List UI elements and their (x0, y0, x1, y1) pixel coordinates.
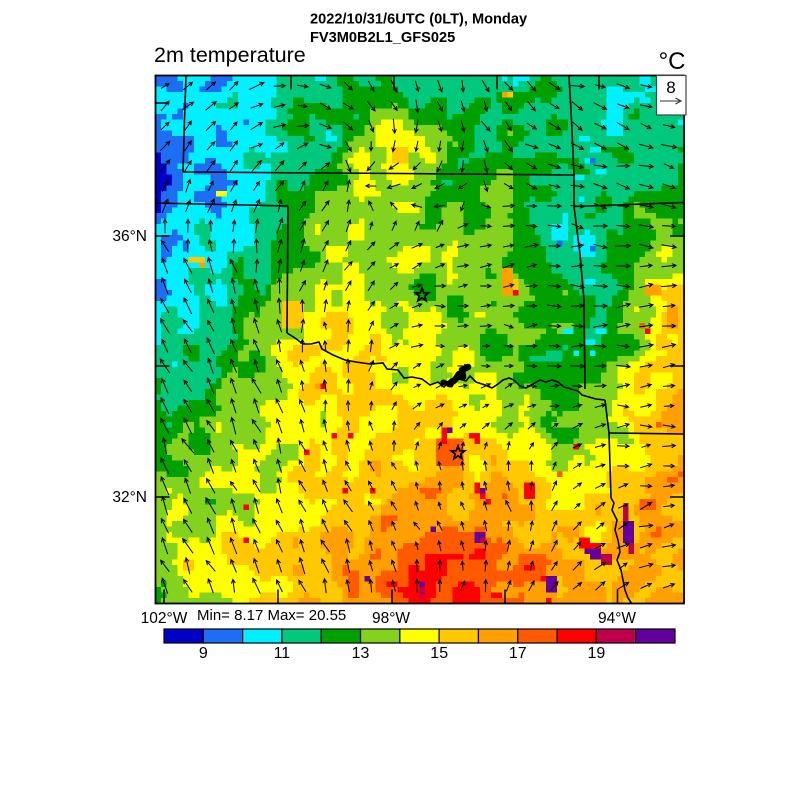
svg-text:13: 13 (352, 645, 370, 662)
svg-text:32°N: 32°N (112, 489, 147, 506)
svg-text:36°N: 36°N (112, 228, 147, 245)
svg-text:19: 19 (588, 645, 606, 662)
svg-text:Min= 8.17 Max= 20.55: Min= 8.17 Max= 20.55 (197, 607, 346, 624)
svg-text:98°W: 98°W (372, 610, 410, 627)
svg-text:11: 11 (274, 645, 291, 662)
svg-text:9: 9 (199, 645, 208, 662)
svg-text:°C: °C (659, 48, 686, 75)
svg-text:17: 17 (509, 645, 527, 662)
svg-text:2m temperature: 2m temperature (154, 43, 306, 67)
svg-text:102°W: 102°W (141, 610, 188, 627)
svg-text:FV3M0B2L1_GFS025: FV3M0B2L1_GFS025 (310, 30, 455, 46)
svg-text:2022/10/31/6UTC (0LT), Monday: 2022/10/31/6UTC (0LT), Monday (310, 12, 528, 28)
svg-text:94°W: 94°W (598, 610, 636, 627)
svg-text:15: 15 (430, 645, 448, 662)
svg-text:8: 8 (666, 78, 675, 97)
